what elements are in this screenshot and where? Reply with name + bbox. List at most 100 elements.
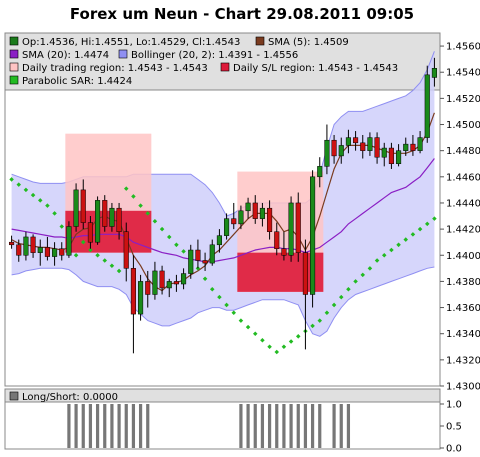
candle-body (302, 252, 308, 295)
candle (195, 239, 201, 269)
candle (66, 221, 72, 258)
candle-body (37, 247, 43, 253)
long-short-bar (260, 404, 265, 448)
candle (274, 222, 280, 256)
candle (396, 144, 402, 167)
legend-entry-ohlc: Op:1.4536, Hi:1.4551, Lo:1.4529, Cl:1.45… (9, 36, 240, 48)
y-tick-label: 1.4440 (446, 198, 480, 209)
candle-body (431, 68, 437, 78)
y-tick-label: 1.4380 (446, 277, 480, 288)
candle (417, 131, 423, 154)
legend-entry-sl-region: Daily S/L region: 1.4543 - 1.4543 (220, 62, 398, 74)
candle (202, 252, 208, 271)
candle-body (417, 137, 423, 151)
legend-label: Daily trading region: 1.4543 - 1.4543 (22, 63, 208, 74)
legend-box (4, 32, 441, 91)
candle-body (173, 281, 179, 285)
candle (353, 131, 359, 151)
y-tick-label: 1.4500 (446, 120, 480, 131)
legend-swatch (255, 36, 265, 46)
legend-entry-daily-region: Daily trading region: 1.4543 - 1.4543 (9, 62, 208, 74)
sar-dot (317, 318, 323, 323)
legend-label: Bollinger (20, 2): 1.4391 - 1.4556 (131, 50, 298, 61)
y-tick-label: 1.4400 (446, 251, 480, 262)
legend-entry-sar: Parabolic SAR: 1.4424 (9, 75, 132, 87)
candle-body (87, 222, 93, 243)
candle (209, 239, 215, 266)
long-short-bar (253, 404, 257, 448)
candle (345, 129, 351, 154)
sub-legend-label: Long/Short: 0.0000 (22, 392, 118, 403)
sub-legend-swatch (9, 391, 19, 401)
candle (403, 137, 409, 156)
sar-dot (324, 310, 330, 316)
candle-body (374, 137, 380, 158)
candle (16, 239, 22, 262)
long-short-bar (131, 404, 136, 448)
bollinger-band (11, 51, 435, 337)
candle-body (324, 139, 330, 167)
candle (138, 274, 144, 321)
long-short-bar (267, 404, 272, 448)
sar-dot (231, 310, 237, 316)
candle-body (267, 207, 273, 232)
candle-body (80, 189, 86, 223)
candle-body (95, 200, 101, 243)
candle (302, 239, 308, 350)
sub-y-tick-label: 0.5 (446, 422, 462, 433)
candle-body (245, 202, 251, 212)
candle-body (202, 260, 208, 264)
candle-body (44, 247, 50, 257)
sar-dot (217, 294, 222, 300)
candle (381, 142, 387, 167)
legend-swatch (9, 75, 19, 85)
candle (231, 202, 237, 230)
long-short-bar (296, 404, 300, 448)
candle-body (216, 235, 222, 246)
sar-dot (209, 286, 215, 292)
candle (87, 216, 93, 249)
sar-dot (274, 349, 280, 355)
candle-body (388, 147, 394, 164)
candle (216, 229, 222, 253)
candle-body (130, 268, 136, 315)
candle-body (281, 248, 287, 256)
candle-body (331, 139, 337, 157)
candle (23, 231, 29, 261)
legend-swatch (9, 49, 19, 59)
candle-body (345, 137, 351, 146)
sar-dot (30, 192, 36, 198)
sar-dot (123, 186, 129, 191)
sar-dot (23, 187, 29, 193)
sar-dot (367, 266, 373, 271)
sar-dot (260, 337, 265, 343)
long-short-bar (74, 404, 78, 448)
sub-legend-box (4, 388, 441, 403)
sar-dot (59, 224, 65, 229)
long-short-bar (339, 404, 343, 448)
long-short-bar (332, 404, 336, 448)
y-tick-label: 1.4320 (446, 355, 480, 366)
candle-body (195, 249, 201, 261)
sar-dot (116, 268, 122, 274)
long-short-bar (103, 404, 107, 448)
candle (116, 202, 122, 240)
candle (424, 65, 430, 143)
candle-body (59, 248, 65, 256)
sma20-line (11, 158, 435, 263)
sar-dot (16, 182, 22, 187)
sub-y-tick-label: 0.0 (446, 444, 462, 455)
candle-body (52, 248, 58, 257)
legend-label: Op:1.4536, Hi:1.4551, Lo:1.4529, Cl:1.45… (22, 37, 240, 48)
legend-label: Daily S/L region: 1.4543 - 1.4543 (233, 63, 398, 74)
candle (166, 278, 172, 298)
candle (360, 134, 366, 159)
sar-dot (338, 294, 344, 300)
candle-body (410, 143, 416, 151)
candle-body (145, 281, 151, 295)
sar-dot (267, 344, 272, 350)
sar-dot (389, 247, 394, 253)
sar-dot (288, 339, 294, 344)
